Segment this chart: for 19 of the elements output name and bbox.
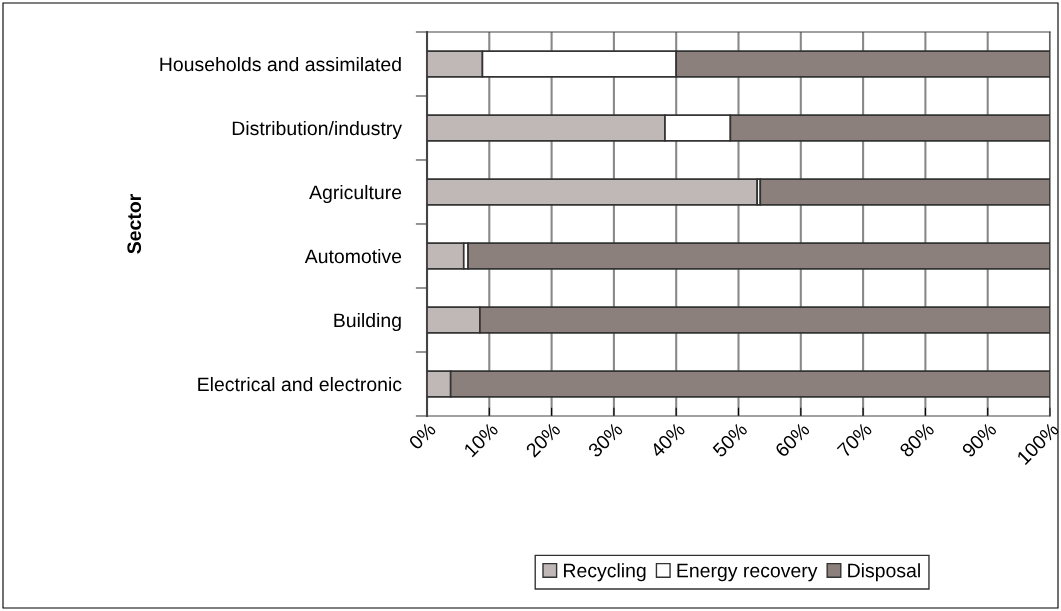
y-tick-label: Electrical and electronic: [198, 376, 402, 392]
legend-label: Disposal: [848, 563, 920, 582]
y-tick-label: Building: [334, 312, 401, 332]
x-tick-label: 30%: [587, 421, 624, 458]
x-tick-label: 90%: [961, 421, 998, 458]
legend-label: Energy recovery: [677, 563, 818, 582]
x-tick-label: 50%: [711, 421, 749, 458]
x-tick-label: 40%: [649, 421, 686, 459]
x-tick-label: 0%: [408, 421, 437, 451]
x-tick-label: 10%: [463, 421, 499, 458]
legend-label: Recycling: [564, 563, 646, 582]
y-tick-label: Distribution/industry: [232, 120, 402, 140]
y-tick-label: Agriculture: [309, 184, 402, 204]
y-axis-title: Sector: [127, 194, 142, 254]
y-tick-label: Households and assimilated: [160, 56, 401, 72]
x-tick-label: 70%: [836, 421, 873, 458]
x-tick-label: 80%: [898, 421, 936, 458]
y-tick-label: Automotive: [304, 248, 402, 264]
x-tick-label: 60%: [774, 421, 811, 458]
